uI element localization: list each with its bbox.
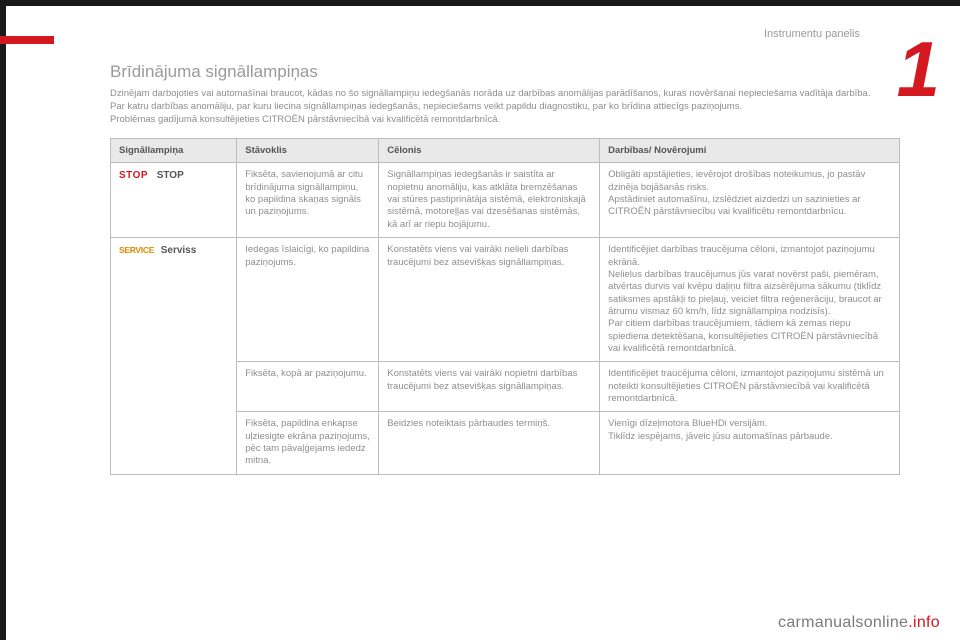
cell-action: Identificējiet darbības traucējuma cēlon… [600,238,900,362]
cell-lamp: SERVICE Serviss [111,238,237,475]
intro-text: Dzinējam darbojoties vai automašīnai bra… [110,88,900,126]
cell-cause: Signāllampiņas iedegšanās ir saistīta ar… [379,163,600,238]
table-row: STOP STOP Fiksēta, savienojumā ar citu b… [111,163,900,238]
cell-cause: Konstatēts viens vai vairāki nelieli dar… [379,238,600,362]
content-area: Brīdinājuma signāllampiņas Dzinējam darb… [110,62,900,475]
page-root: Instrumentu panelis 1 Brīdinājuma signāl… [0,0,960,640]
lamp-label: STOP [157,170,184,181]
th-cause: Cēlonis [379,139,600,163]
section-label: Instrumentu panelis [764,28,860,40]
warnings-table: Signāllampiņa Stāvoklis Cēlonis Darbības… [110,138,900,474]
left-red-accent [0,36,54,44]
intro-p2: Par katru darbības anomāliju, par kuru l… [110,101,742,112]
th-action: Darbības/ Novērojumi [600,139,900,163]
th-state: Stāvoklis [237,139,379,163]
cell-action: Vienīgi dīzeļmotora BlueHDi versijām.Tik… [600,412,900,474]
cell-state: Fiksēta, savienojumā ar citu brīdinājuma… [237,163,379,238]
cell-lamp: STOP STOP [111,163,237,238]
footer-brand-text: carmanualsonline [778,614,908,631]
cell-action: Obligāti apstājieties, ievērojot drošība… [600,163,900,238]
top-bar [0,0,960,6]
footer-brand: carmanualsonline.info [778,614,940,632]
cell-cause: Konstatēts viens vai vairāki nopietni da… [379,362,600,412]
th-lamp: Signāllampiņa [111,139,237,163]
chapter-number: 1 [897,30,936,108]
intro-p3: Problēmas gadījumā konsultējieties CITRO… [110,114,500,125]
cell-cause: Beidzies noteiktais pārbaudes termiņš. [379,412,600,474]
cell-state: Iedegas īslaicīgi, ko papildina paziņoju… [237,238,379,362]
left-bar [0,0,6,640]
cell-state: Fiksēta, papildina enkapse uļziesigte ek… [237,412,379,474]
cell-action: Identificējiet traucējuma cēloni, izmant… [600,362,900,412]
table-header-row: Signāllampiņa Stāvoklis Cēlonis Darbības… [111,139,900,163]
table-row: SERVICE Serviss Iedegas īslaicīgi, ko pa… [111,238,900,362]
intro-p1: Dzinējam darbojoties vai automašīnai bra… [110,88,870,99]
lamp-label: Serviss [161,245,197,256]
page-heading: Brīdinājuma signāllampiņas [110,62,900,82]
cell-state: Fiksēta, kopā ar paziņojumu. [237,362,379,412]
stop-icon: STOP [119,169,148,182]
footer-brand-suffix: .info [908,614,940,631]
service-icon: SERVICE [119,245,154,256]
